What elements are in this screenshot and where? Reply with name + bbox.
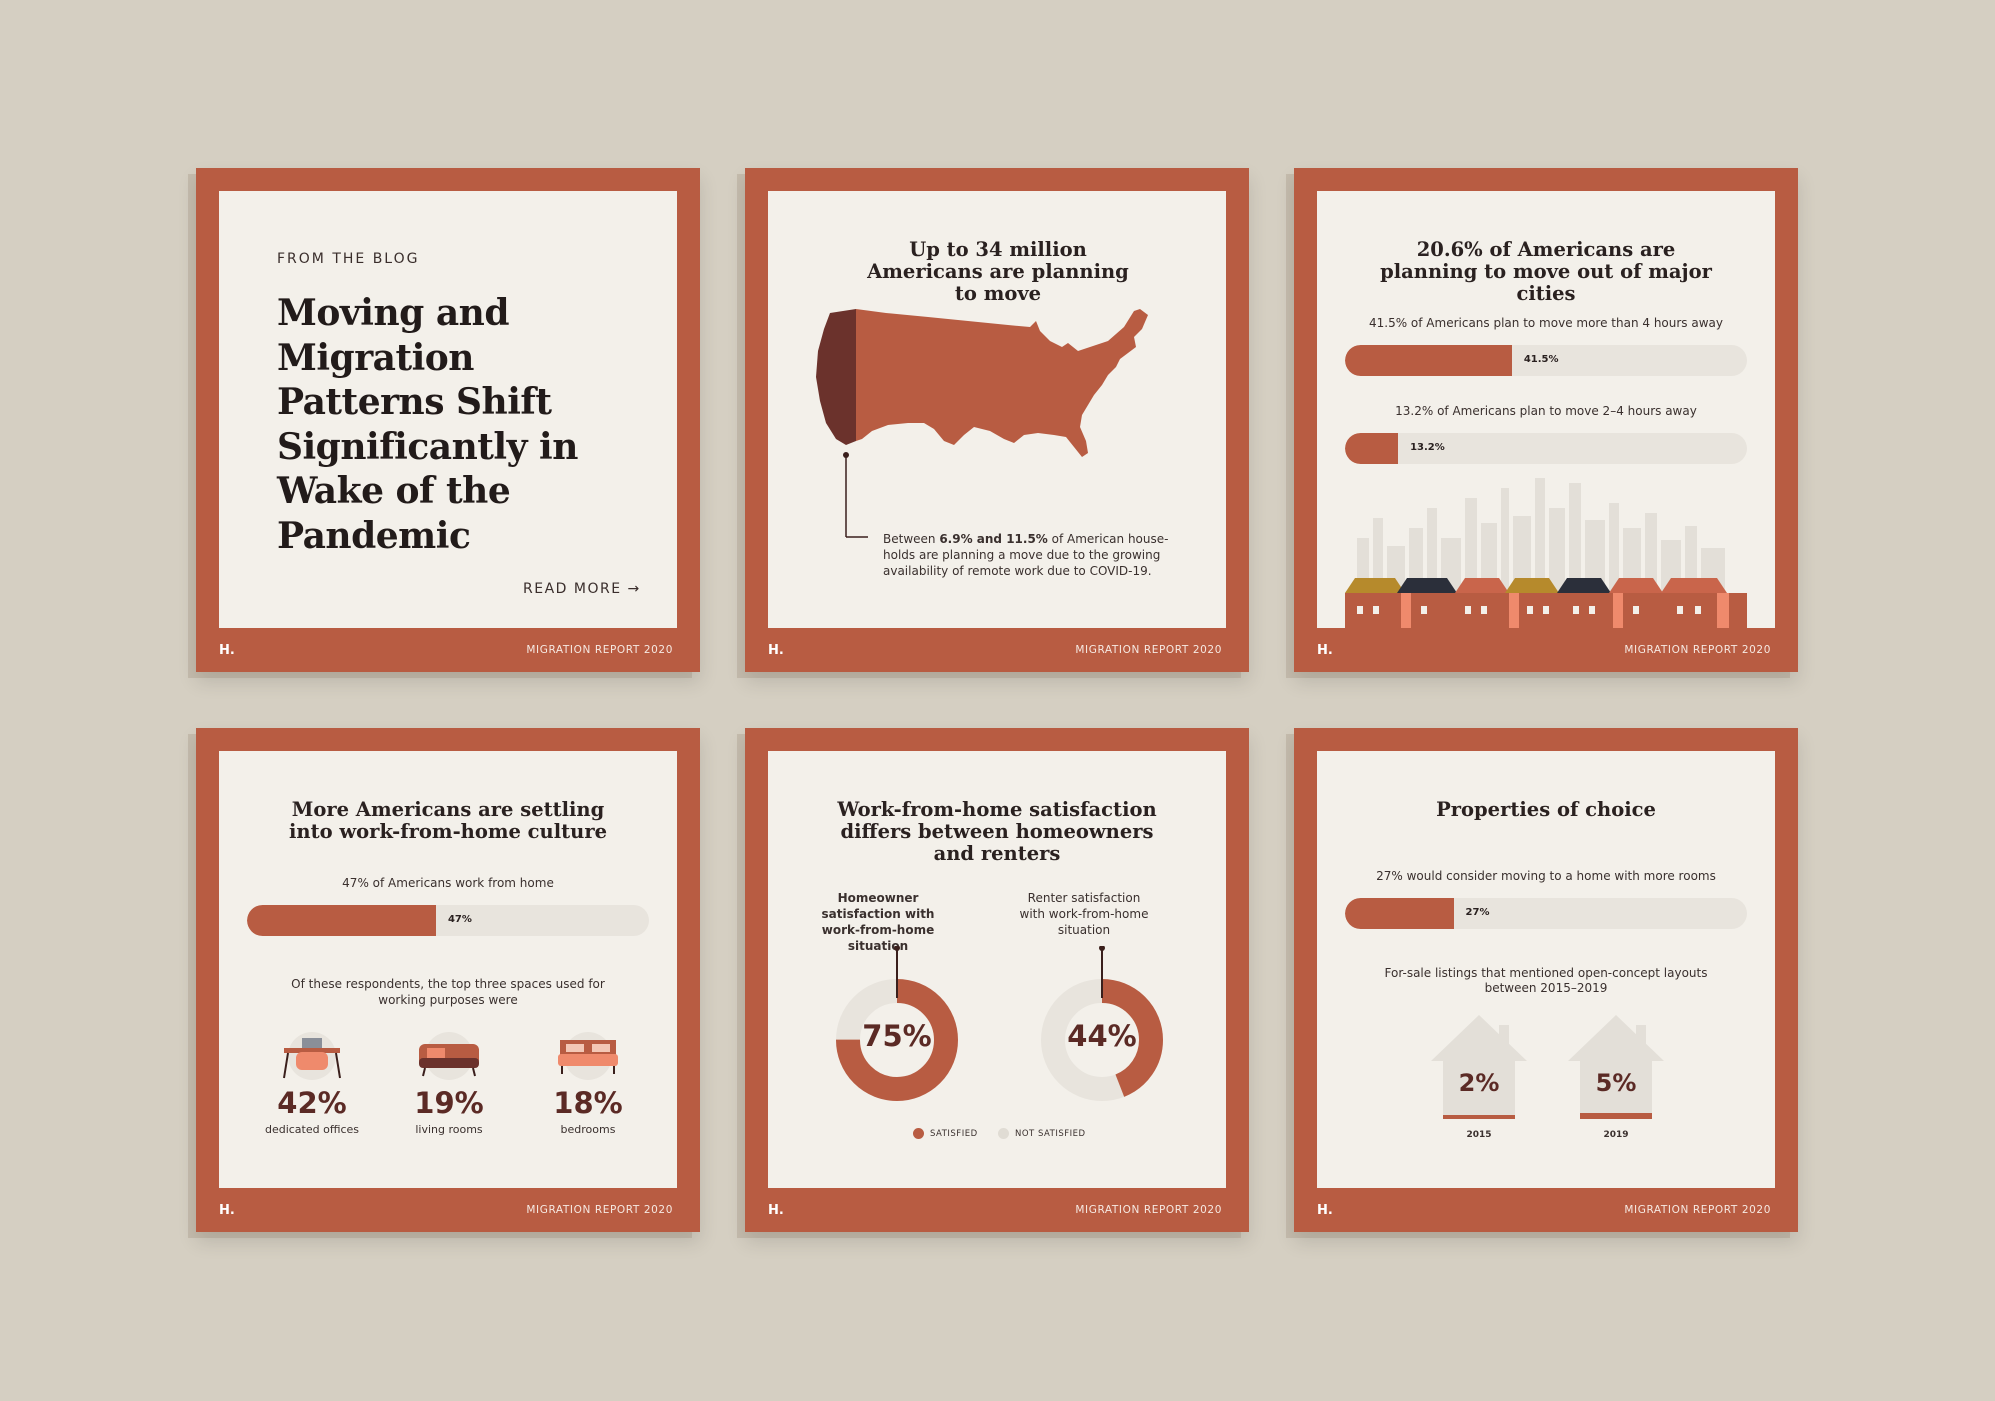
brand-logo: H. bbox=[219, 1203, 235, 1218]
bar1-fill bbox=[1345, 345, 1512, 376]
card-blog-cover: FROM THE BLOG Moving and Migration Patte… bbox=[196, 168, 700, 672]
legend-dot-satisfied bbox=[913, 1128, 924, 1139]
card-properties: Properties of choice 27% would consider … bbox=[1294, 728, 1798, 1232]
us-map-west bbox=[816, 309, 856, 445]
report-label: MIGRATION REPORT 2020 bbox=[526, 1204, 673, 1216]
house-2019-pct: 5% bbox=[1595, 1069, 1637, 1097]
bar2-label: 13.2% of Americans plan to move 2–4 hour… bbox=[1395, 404, 1697, 418]
legend-satisfied: SATISFIED bbox=[913, 1128, 978, 1139]
brand-logo: H. bbox=[768, 643, 784, 658]
bar-label: 27% would consider moving to a home with… bbox=[1376, 869, 1716, 883]
brand-logo: H. bbox=[1317, 1203, 1333, 1218]
card-major-cities: 20.6% of Americans are planning to move … bbox=[1294, 168, 1798, 672]
sofa-icon bbox=[419, 1032, 479, 1080]
living-rooms-pct: 19% bbox=[414, 1086, 484, 1120]
legend-not-text: NOT SATISFIED bbox=[1015, 1129, 1086, 1139]
house-2015-fill bbox=[1443, 1115, 1515, 1119]
card-title: 20.6% of Americans are planning to move … bbox=[1380, 238, 1712, 305]
eyebrow: FROM THE BLOG bbox=[277, 251, 420, 267]
card-work-from-home: More Americans are settling into work-fr… bbox=[196, 728, 700, 1232]
note-part-a: Between bbox=[883, 532, 940, 546]
spaces-subtitle: Of these respondents, the top three spac… bbox=[291, 977, 605, 1007]
bar-label: 47% of Americans work from home bbox=[342, 876, 554, 890]
bar2-track: 13.2% bbox=[1345, 433, 1747, 464]
donut2-label: Renter satisfaction with work-from-home … bbox=[1019, 891, 1149, 937]
card-content: More Americans are settling into work-fr… bbox=[219, 751, 677, 1188]
card-content: Work-from-home satisfaction differs betw… bbox=[768, 751, 1226, 1188]
legend-satisfied-text: SATISFIED bbox=[930, 1129, 978, 1139]
bedrooms-pct: 18% bbox=[553, 1086, 623, 1120]
house-2019-year: 2019 bbox=[1603, 1130, 1629, 1140]
offices-pct: 42% bbox=[277, 1086, 347, 1120]
legend-not-satisfied: NOT SATISFIED bbox=[998, 1128, 1086, 1139]
bar2-value: 13.2% bbox=[1410, 442, 1445, 453]
living-rooms-label: living rooms bbox=[415, 1123, 483, 1136]
bar2-fill bbox=[1345, 433, 1399, 464]
card-title: Up to 34 million Americans are planning … bbox=[867, 238, 1129, 305]
brand-logo: H. bbox=[219, 643, 235, 658]
house-2019-icon bbox=[1568, 1015, 1664, 1119]
bar1-label: 41.5% of Americans plan to move more tha… bbox=[1368, 316, 1723, 330]
report-label: MIGRATION REPORT 2020 bbox=[1075, 644, 1222, 656]
card-title: Properties of choice bbox=[1436, 798, 1656, 821]
card-title: More Americans are settling into work-fr… bbox=[289, 798, 607, 843]
brand-logo: H. bbox=[768, 1203, 784, 1218]
map-callout-note: Between 6.9% and 11.5% of American house… bbox=[883, 531, 1183, 579]
note-emphasis: 6.9% and 11.5% bbox=[939, 532, 1048, 546]
callout-dot bbox=[843, 452, 849, 458]
read-more-link[interactable]: READ MORE → bbox=[523, 581, 641, 597]
wfh-bar-fill bbox=[247, 905, 436, 936]
bed-icon bbox=[558, 1032, 618, 1080]
card-satisfaction: Work-from-home satisfaction differs betw… bbox=[745, 728, 1249, 1232]
report-label: MIGRATION REPORT 2020 bbox=[1075, 1204, 1222, 1216]
card-content: Properties of choice 27% would consider … bbox=[1317, 751, 1775, 1188]
bar1-track: 41.5% bbox=[1345, 345, 1747, 376]
donut1-value: 75% bbox=[862, 1019, 932, 1053]
wfh-bar-value: 47% bbox=[447, 914, 472, 925]
listings-subtitle: For-sale listings that mentioned open-co… bbox=[1384, 966, 1708, 995]
city-skyline-illustration bbox=[1345, 478, 1747, 628]
rooms-bar-value: 27% bbox=[1465, 907, 1490, 918]
donut1-label: Homeowner satisfaction with work-from-ho… bbox=[821, 891, 935, 953]
us-map-main bbox=[856, 309, 1148, 457]
house-2015-icon bbox=[1431, 1015, 1527, 1119]
legend-dot-not-satisfied bbox=[998, 1128, 1009, 1139]
rooms-bar-fill bbox=[1345, 898, 1454, 929]
donut-charts bbox=[836, 946, 1163, 1101]
house-2015-year: 2015 bbox=[1466, 1130, 1492, 1140]
report-label: MIGRATION REPORT 2020 bbox=[526, 644, 673, 656]
note-part-c: of American house-holds are planning a m… bbox=[883, 532, 1169, 578]
headline: Moving and Migration Patterns Shift Sign… bbox=[277, 292, 578, 557]
house-2019-fill bbox=[1580, 1113, 1652, 1119]
bedrooms-label: bedrooms bbox=[560, 1123, 616, 1136]
row-houses bbox=[1345, 578, 1747, 628]
us-map bbox=[816, 309, 1148, 538]
card-content: 20.6% of Americans are planning to move … bbox=[1317, 191, 1775, 628]
card-content: FROM THE BLOG Moving and Migration Patte… bbox=[219, 191, 677, 628]
bar1-value: 41.5% bbox=[1523, 354, 1559, 365]
house-2015-pct: 2% bbox=[1458, 1069, 1500, 1097]
wfh-bar-track: 47% bbox=[247, 905, 649, 936]
donut2-value: 44% bbox=[1067, 1019, 1137, 1053]
offices-label: dedicated offices bbox=[264, 1123, 360, 1136]
card-content: Up to 34 million Americans are planning … bbox=[768, 191, 1226, 628]
desk-icon bbox=[283, 1032, 341, 1080]
rooms-bar-track: 27% bbox=[1345, 898, 1747, 929]
brand-logo: H. bbox=[1317, 643, 1333, 658]
report-label: MIGRATION REPORT 2020 bbox=[1624, 1204, 1771, 1216]
card-us-map: Up to 34 million Americans are planning … bbox=[745, 168, 1249, 672]
card-title: Work-from-home satisfaction differs betw… bbox=[837, 798, 1157, 865]
report-label: MIGRATION REPORT 2020 bbox=[1624, 644, 1771, 656]
